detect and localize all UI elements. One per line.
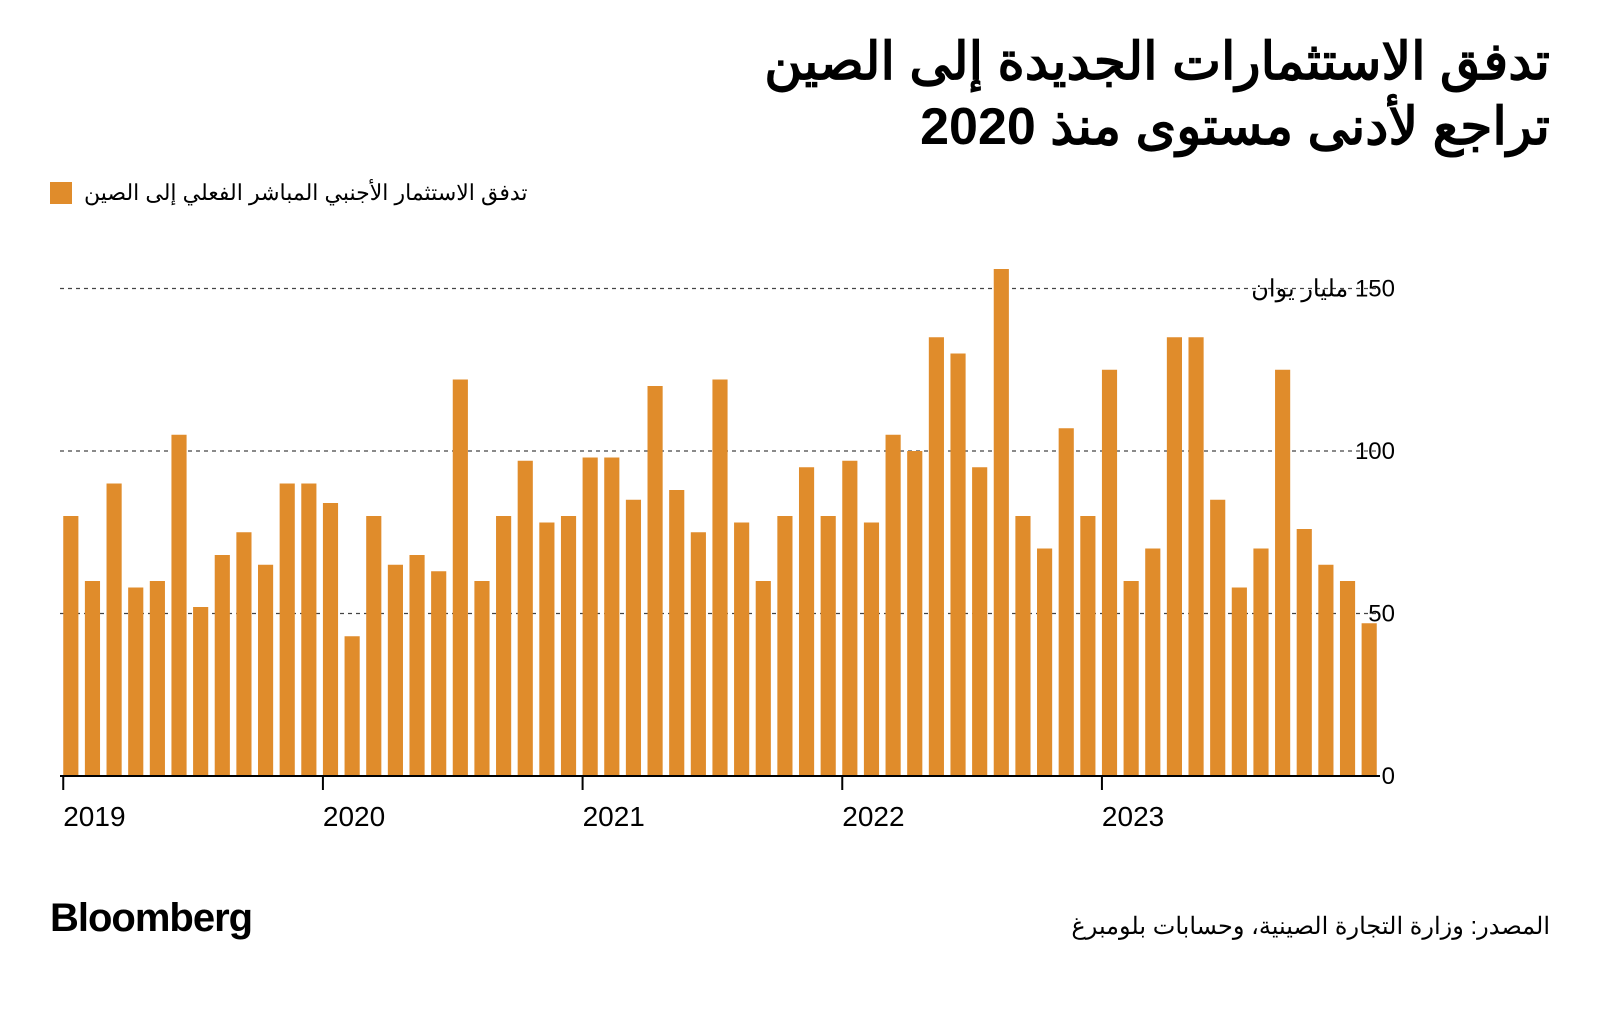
- chart-title-line1: تدفق الاستثمارات الجديدة إلى الصين: [50, 30, 1550, 95]
- svg-text:100: 100: [1355, 438, 1395, 465]
- chart-header: تدفق الاستثمارات الجديدة إلى الصين تراجع…: [50, 30, 1550, 206]
- legend: تدفق الاستثمار الأجنبي المباشر الفعلي إل…: [50, 180, 1550, 206]
- svg-text:2019: 2019: [63, 801, 125, 832]
- chart-canvas: 050100150 مليار يوان20192020202120222023: [50, 236, 1550, 856]
- chart-footer: Bloomberg المصدر: وزارة التجارة الصينية،…: [50, 886, 1550, 941]
- svg-text:2020: 2020: [323, 801, 385, 832]
- source-text: المصدر: وزارة التجارة الصينية، وحسابات ب…: [1071, 912, 1550, 941]
- legend-label: تدفق الاستثمار الأجنبي المباشر الفعلي إل…: [84, 180, 528, 206]
- svg-text:150 مليار يوان: 150 مليار يوان: [1251, 276, 1395, 303]
- chart-title-line2: تراجع لأدنى مستوى منذ 2020: [50, 95, 1550, 160]
- svg-text:0: 0: [1382, 763, 1395, 790]
- svg-text:2023: 2023: [1102, 801, 1164, 832]
- bar-chart: 050100150 مليار يوان20192020202120222023: [50, 236, 1550, 856]
- svg-text:2022: 2022: [842, 801, 904, 832]
- legend-swatch: [50, 182, 72, 204]
- svg-text:2021: 2021: [583, 801, 645, 832]
- brand-logo: Bloomberg: [50, 896, 252, 941]
